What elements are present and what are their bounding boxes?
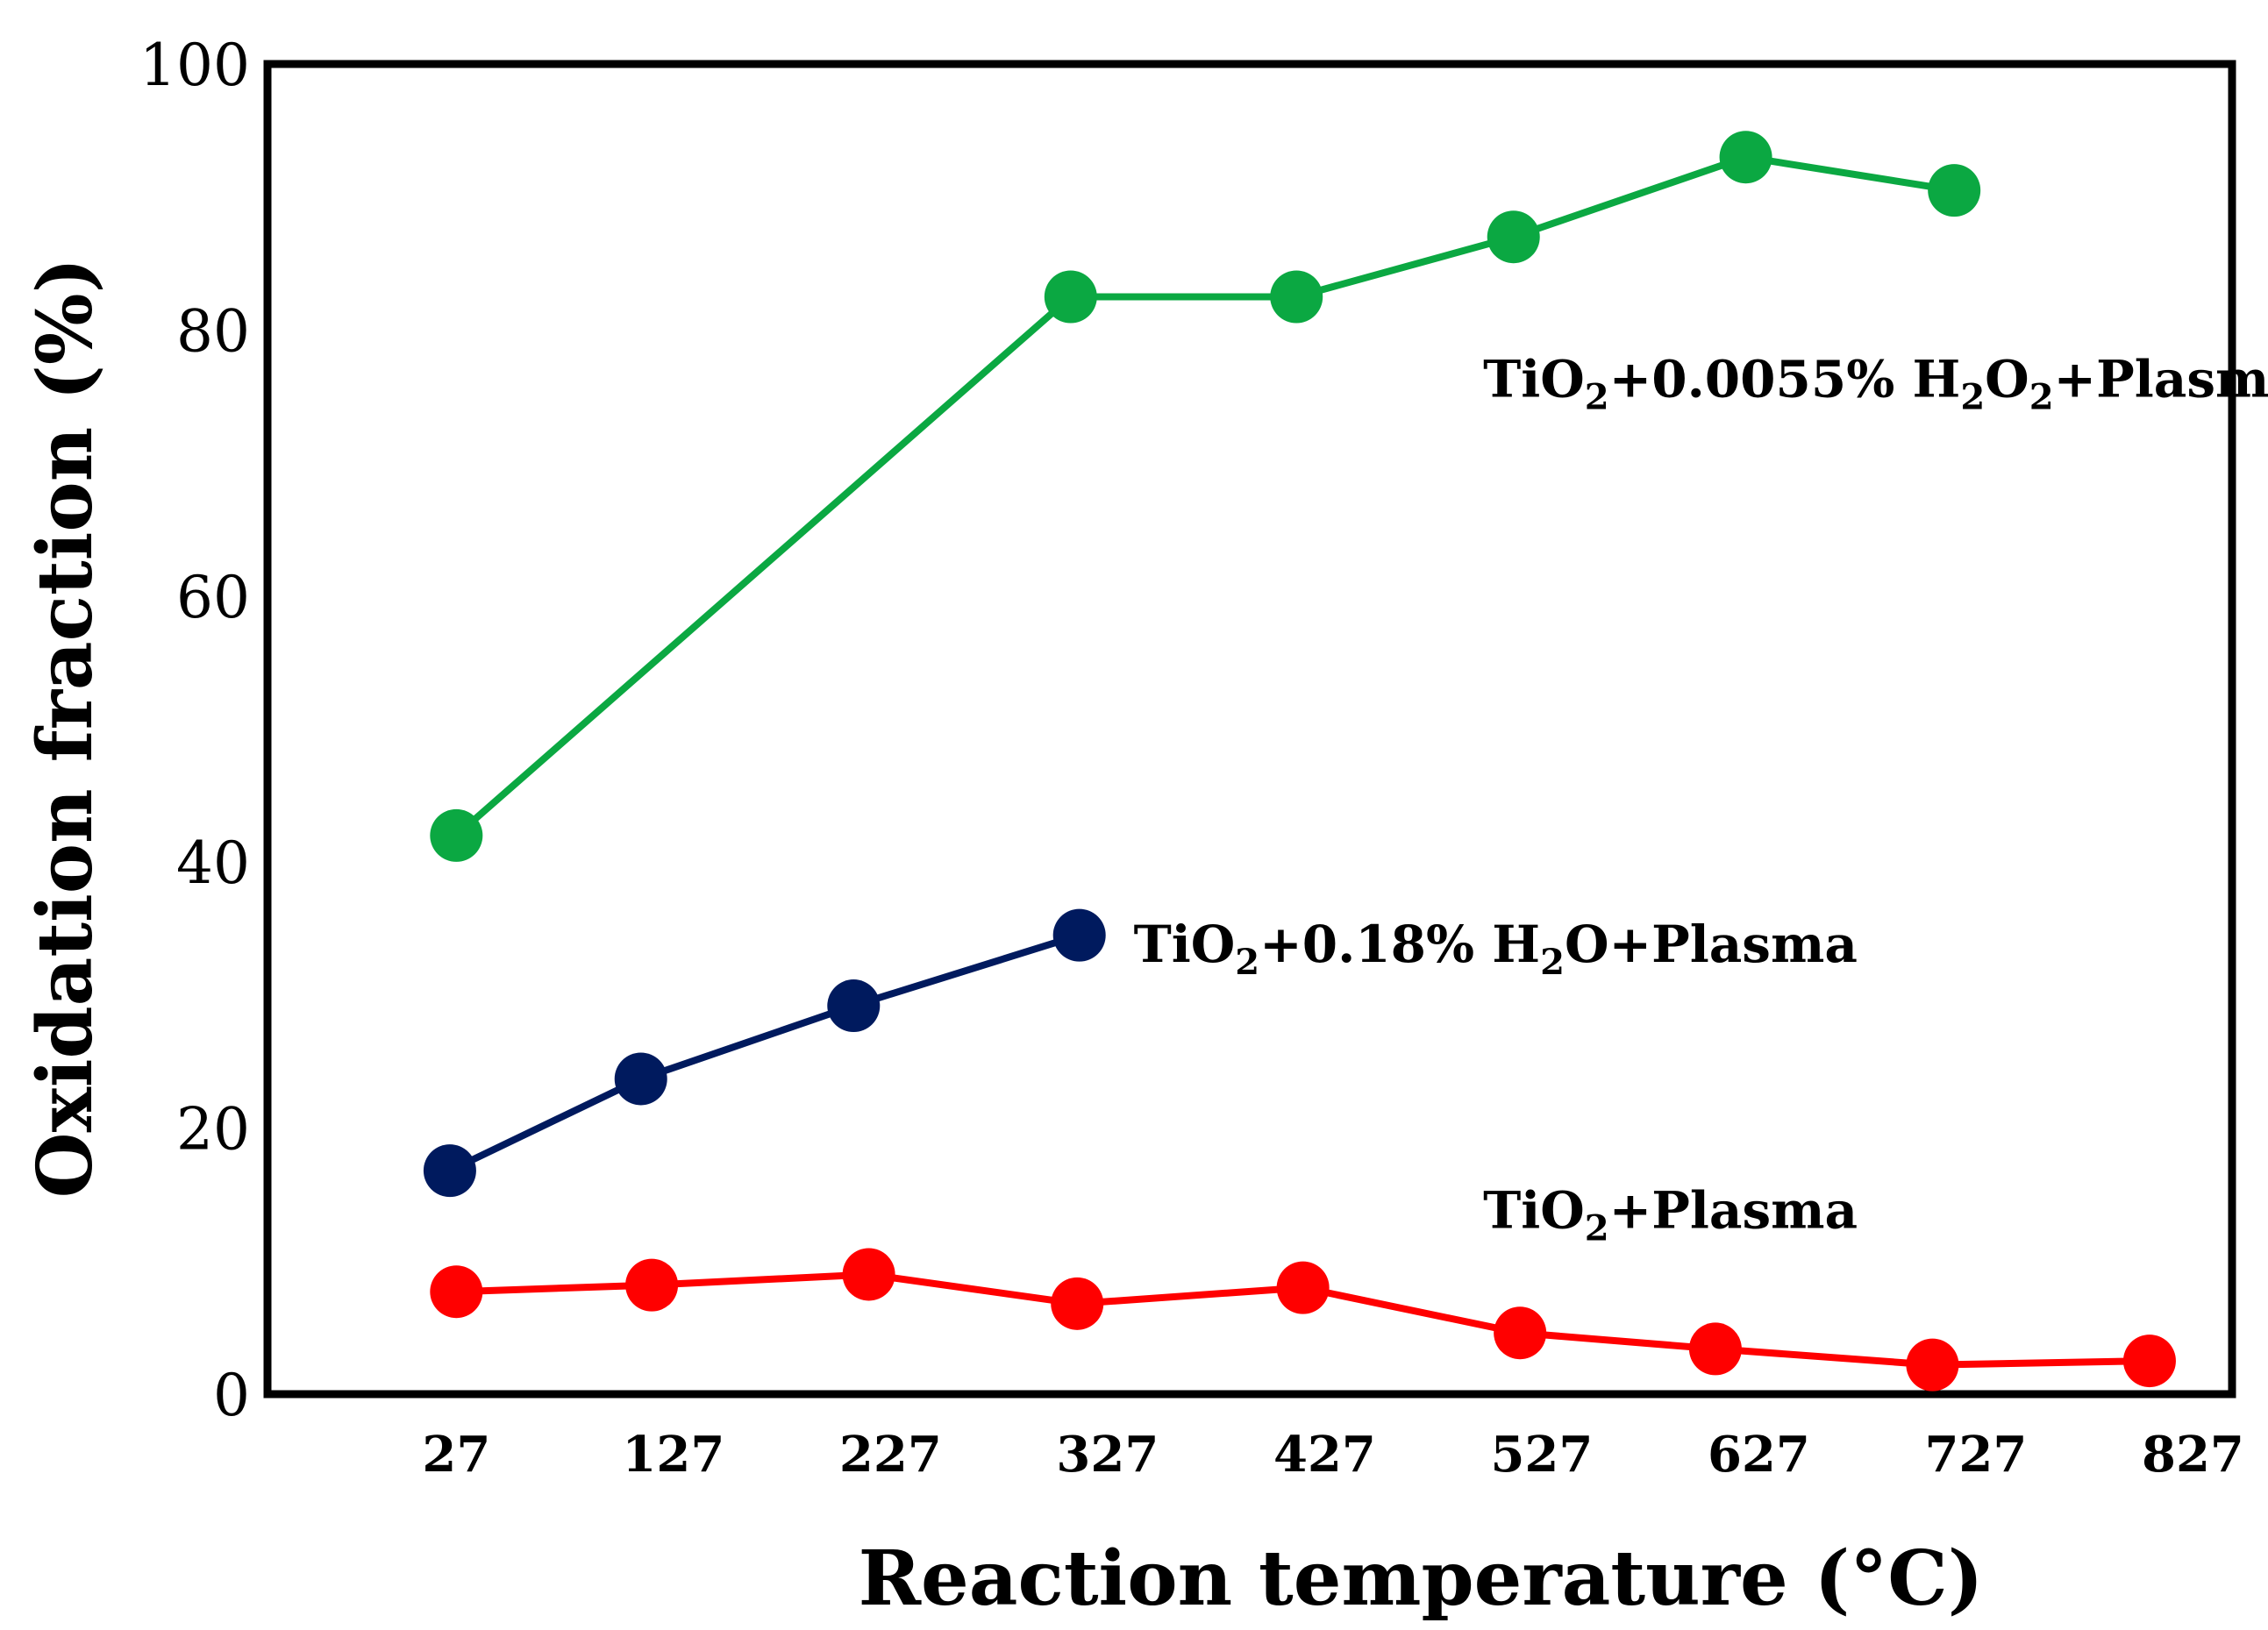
series-group	[423, 908, 1106, 1198]
label-text: +Plasma	[2054, 349, 2268, 409]
y-axis-ticks: 0 20 40 60 80 100	[139, 32, 250, 1429]
series-line	[453, 153, 1955, 838]
series-group	[430, 1248, 2176, 1392]
label-subscript: 2	[2029, 376, 2054, 417]
y-tick-label: 20	[176, 1096, 250, 1164]
y-tick-label: 40	[176, 829, 250, 897]
data-point	[1052, 908, 1106, 962]
label-text: TiO	[1483, 349, 1585, 409]
series-line	[448, 931, 1081, 1174]
label-text: O+Plasma	[1565, 915, 1858, 974]
data-point	[1719, 131, 1772, 184]
label-text: +0.18% H	[1259, 915, 1540, 974]
x-axis-ticks: 27 127 227 327 427 527 627 727 827	[422, 1426, 2244, 1484]
label-text: O	[1985, 349, 2029, 409]
label-subscript: 2	[1585, 1207, 1609, 1249]
data-point	[1051, 1277, 1104, 1330]
series-label: TiO2+0.0055% H2O2+Plasma	[1483, 349, 2268, 417]
data-point	[1487, 210, 1540, 264]
data-point	[842, 1248, 895, 1301]
series-label: TiO2+0.18% H2O+Plasma	[1134, 915, 1858, 983]
data-point	[430, 1265, 483, 1319]
label-text: +0.0055% H	[1609, 349, 1961, 409]
y-axis-title: Oxidation fraction (%)	[21, 258, 110, 1199]
label-subscript: 2	[1235, 942, 1259, 983]
label-subscript: 2	[1960, 376, 1985, 417]
x-tick-label: 227	[839, 1426, 942, 1484]
label-text: TiO	[1483, 1180, 1585, 1240]
y-tick-label: 60	[176, 564, 250, 631]
series-layer	[423, 131, 2176, 1392]
x-tick-label: 727	[1924, 1426, 2027, 1484]
x-tick-label: 327	[1056, 1426, 1159, 1484]
y-tick-label: 100	[139, 32, 250, 99]
x-tick-label: 427	[1273, 1426, 1376, 1484]
label-text: +Plasma	[1609, 1180, 1858, 1240]
x-axis-title: Reaction temperature (°C)	[859, 1534, 1984, 1623]
label-text: TiO	[1134, 915, 1236, 974]
x-tick-label: 827	[2142, 1426, 2244, 1484]
data-point	[1270, 270, 1323, 324]
label-subscript: 2	[1540, 942, 1565, 983]
plot-frame	[263, 60, 2236, 1399]
series-label: TiO2+Plasma	[1483, 1180, 1858, 1249]
data-point	[614, 1052, 667, 1106]
data-point	[2122, 1335, 2176, 1388]
label-subscript: 2	[1585, 376, 1609, 417]
data-point	[1044, 270, 1097, 324]
data-point	[1688, 1322, 1742, 1376]
data-point	[1494, 1306, 1547, 1360]
x-tick-label: 127	[622, 1426, 724, 1484]
x-tick-label: 627	[1708, 1426, 1810, 1484]
data-point	[1928, 164, 1981, 217]
data-point	[625, 1258, 679, 1312]
y-tick-label: 0	[213, 1362, 250, 1429]
y-tick-label: 80	[176, 297, 250, 365]
data-point	[1276, 1261, 1330, 1314]
data-point	[423, 1144, 476, 1198]
x-tick-label: 527	[1490, 1426, 1593, 1484]
x-tick-label: 27	[422, 1426, 490, 1484]
data-point	[827, 979, 881, 1033]
series-group	[430, 131, 1981, 862]
data-point	[1906, 1338, 1959, 1392]
data-point	[430, 808, 483, 862]
